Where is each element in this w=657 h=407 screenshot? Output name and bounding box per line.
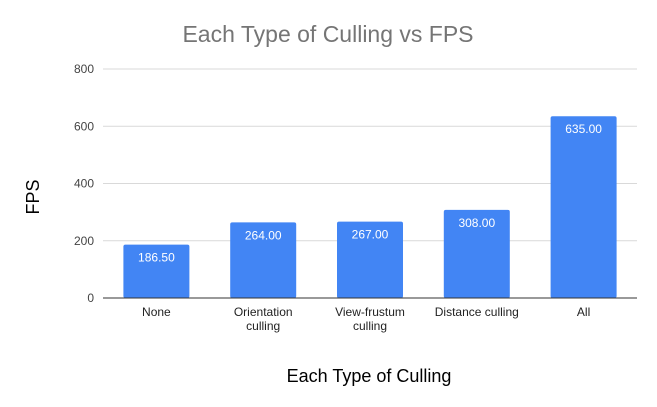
- y-axis-title: FPS: [23, 179, 43, 214]
- y-tick-label: 200: [74, 234, 94, 248]
- data-label: 308.00: [458, 216, 495, 230]
- bar: [123, 244, 190, 298]
- y-tick-label: 800: [74, 62, 94, 76]
- bar: [230, 222, 297, 298]
- chart-title: Each Type of Culling vs FPS: [182, 21, 473, 47]
- y-tick-label: 0: [87, 291, 94, 305]
- x-axis-title: Each Type of Culling: [287, 366, 452, 386]
- data-label: 264.00: [245, 228, 282, 242]
- y-tick-label: 400: [74, 177, 94, 191]
- data-label: 267.00: [352, 228, 389, 242]
- x-tick-label: culling: [246, 319, 280, 333]
- y-axis-ticks: 0 200 400 600 800: [74, 62, 94, 305]
- x-tick-label: culling: [353, 319, 387, 333]
- x-axis-categories: None OrientationcullingView-frustumcullin…: [142, 305, 590, 333]
- y-tick-label: 600: [74, 119, 94, 133]
- data-label: 186.50: [138, 251, 175, 265]
- x-tick-label: None: [142, 305, 171, 319]
- x-tick-label: Orientation: [234, 305, 293, 319]
- bar: [337, 221, 403, 298]
- x-tick-label: Distance culling: [435, 305, 519, 319]
- bar: [550, 116, 617, 298]
- data-label: 635.00: [565, 122, 602, 136]
- data-labels: 186.50 264.00 267.00 308.00 635.00: [138, 122, 602, 264]
- x-tick-label: All: [577, 305, 590, 319]
- bars: [123, 116, 617, 298]
- x-tick-label: View-frustum: [335, 305, 405, 319]
- bar: [443, 209, 510, 298]
